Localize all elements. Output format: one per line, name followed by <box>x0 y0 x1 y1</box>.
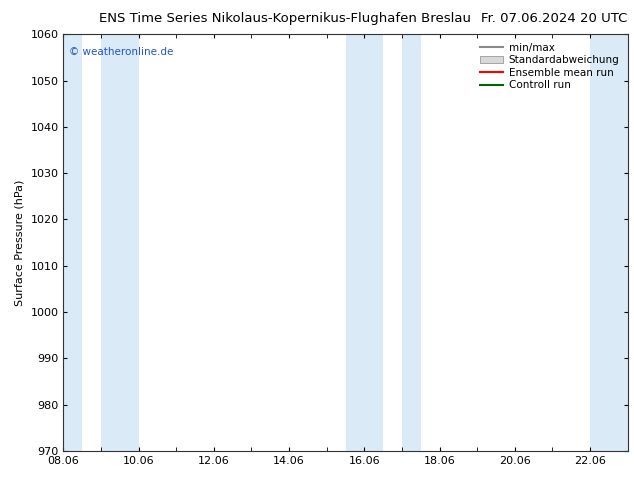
Y-axis label: Surface Pressure (hPa): Surface Pressure (hPa) <box>15 179 25 306</box>
Legend: min/max, Standardabweichung, Ensemble mean run, Controll run: min/max, Standardabweichung, Ensemble me… <box>477 40 623 94</box>
Bar <box>346 34 383 451</box>
Bar <box>402 34 421 451</box>
Text: Fr. 07.06.2024 20 UTC: Fr. 07.06.2024 20 UTC <box>481 12 628 25</box>
Bar <box>63 34 82 451</box>
Text: © weatheronline.de: © weatheronline.de <box>69 47 174 57</box>
Bar <box>590 34 628 451</box>
Text: ENS Time Series Nikolaus-Kopernikus-Flughafen Breslau: ENS Time Series Nikolaus-Kopernikus-Flug… <box>100 12 471 25</box>
Bar <box>101 34 139 451</box>
